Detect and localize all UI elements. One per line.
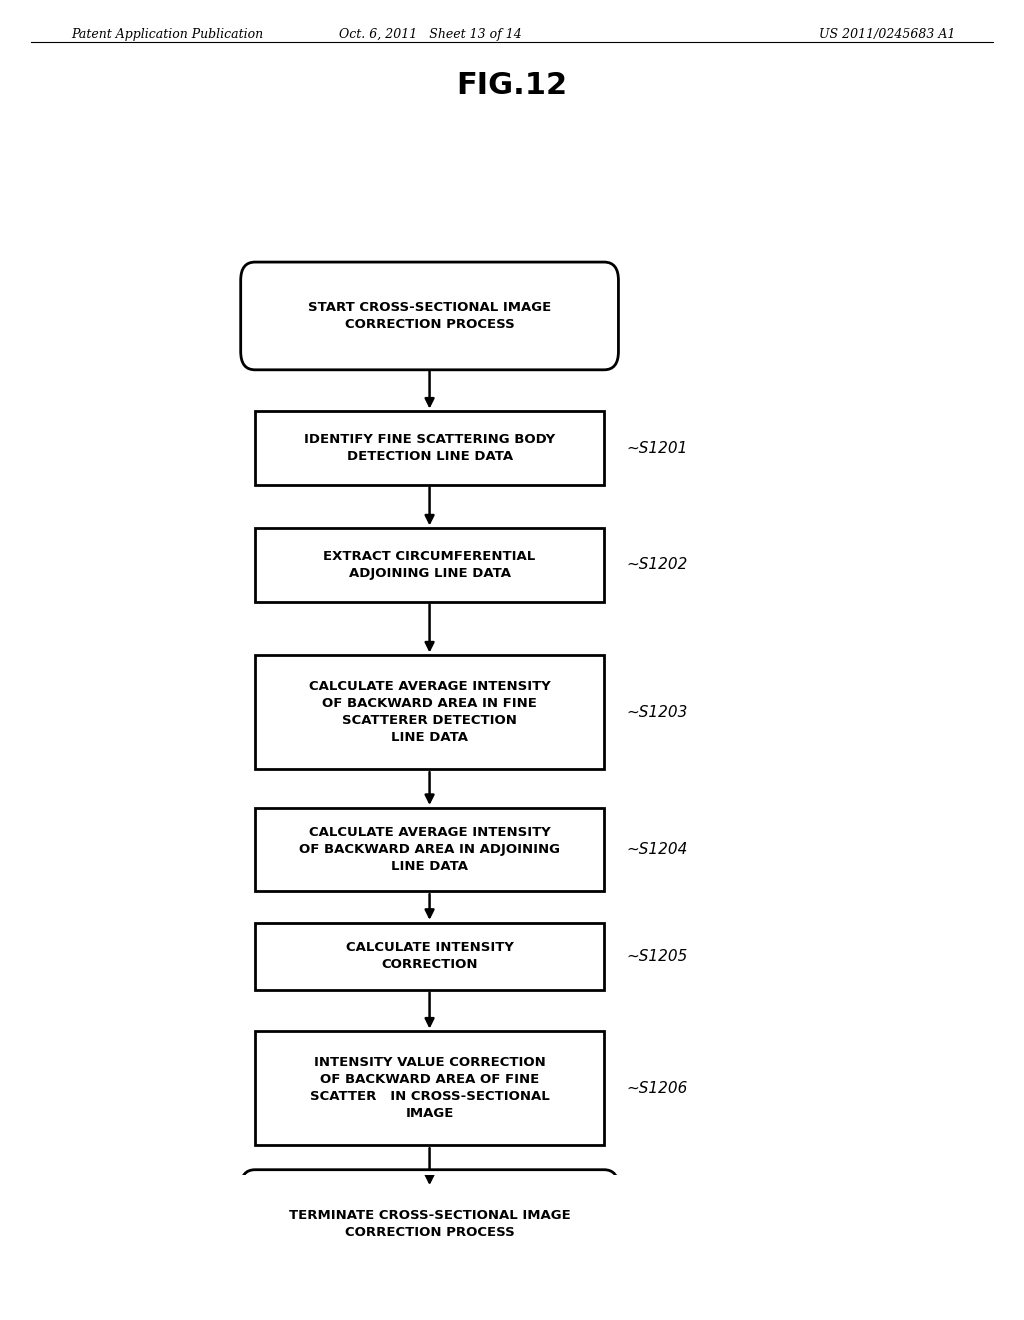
Text: CALCULATE AVERAGE INTENSITY
OF BACKWARD AREA IN ADJOINING
LINE DATA: CALCULATE AVERAGE INTENSITY OF BACKWARD …: [299, 826, 560, 873]
Text: ~S1205: ~S1205: [627, 949, 688, 964]
Text: Oct. 6, 2011   Sheet 13 of 14: Oct. 6, 2011 Sheet 13 of 14: [339, 28, 521, 41]
Text: ~S1206: ~S1206: [627, 1081, 688, 1096]
Text: ~S1204: ~S1204: [627, 842, 688, 857]
FancyBboxPatch shape: [241, 1170, 618, 1278]
Text: INTENSITY VALUE CORRECTION
OF BACKWARD AREA OF FINE
SCATTER   IN CROSS-SECTIONAL: INTENSITY VALUE CORRECTION OF BACKWARD A…: [309, 1056, 550, 1121]
FancyBboxPatch shape: [255, 412, 604, 484]
Text: TERMINATE CROSS-SECTIONAL IMAGE
CORRECTION PROCESS: TERMINATE CROSS-SECTIONAL IMAGE CORRECTI…: [289, 1209, 570, 1238]
Text: CALCULATE AVERAGE INTENSITY
OF BACKWARD AREA IN FINE
SCATTERER DETECTION
LINE DA: CALCULATE AVERAGE INTENSITY OF BACKWARD …: [308, 680, 551, 744]
Text: FIG.12: FIG.12: [457, 71, 567, 100]
Text: START CROSS-SECTIONAL IMAGE
CORRECTION PROCESS: START CROSS-SECTIONAL IMAGE CORRECTION P…: [308, 301, 551, 331]
Text: ~S1201: ~S1201: [627, 441, 688, 455]
Text: US 2011/0245683 A1: US 2011/0245683 A1: [819, 28, 955, 41]
FancyBboxPatch shape: [255, 528, 604, 602]
Text: ~S1202: ~S1202: [627, 557, 688, 573]
FancyBboxPatch shape: [255, 923, 604, 990]
FancyBboxPatch shape: [255, 808, 604, 891]
FancyBboxPatch shape: [255, 1031, 604, 1146]
Text: Patent Application Publication: Patent Application Publication: [72, 28, 264, 41]
Text: IDENTIFY FINE SCATTERING BODY
DETECTION LINE DATA: IDENTIFY FINE SCATTERING BODY DETECTION …: [304, 433, 555, 463]
Text: ~S1203: ~S1203: [627, 705, 688, 719]
FancyBboxPatch shape: [241, 263, 618, 370]
FancyBboxPatch shape: [255, 656, 604, 770]
Text: EXTRACT CIRCUMFERENTIAL
ADJOINING LINE DATA: EXTRACT CIRCUMFERENTIAL ADJOINING LINE D…: [324, 550, 536, 579]
Text: CALCULATE INTENSITY
CORRECTION: CALCULATE INTENSITY CORRECTION: [346, 941, 513, 972]
